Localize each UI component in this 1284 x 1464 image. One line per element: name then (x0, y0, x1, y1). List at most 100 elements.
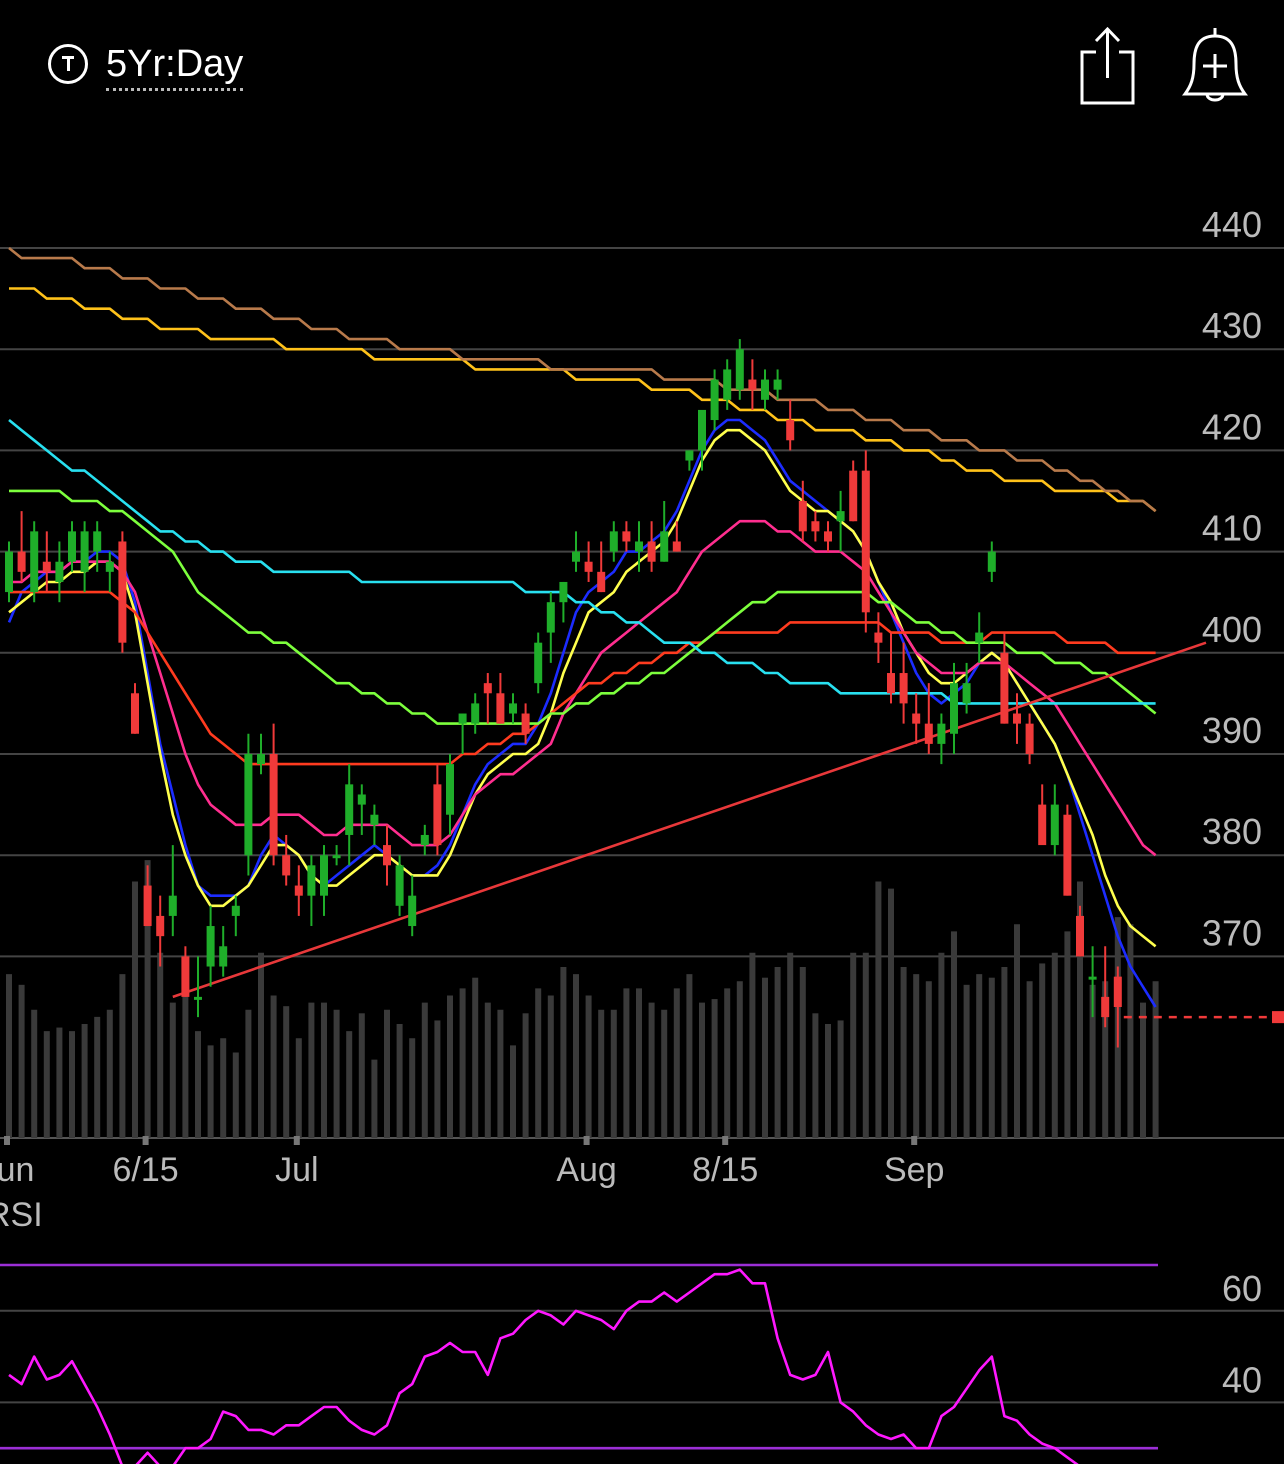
timeframe-icon[interactable] (48, 44, 88, 84)
candle-body (42, 561, 51, 572)
volume-bar (308, 1002, 315, 1138)
timeframe-selector[interactable]: 5Yr:Day (106, 42, 244, 91)
volume-bar (434, 1020, 441, 1138)
price-tick-label: 380 (1202, 811, 1262, 852)
volume-bar (346, 1031, 353, 1138)
candle-body (546, 602, 555, 633)
volume-bar (232, 1052, 239, 1138)
volume-bar (636, 988, 642, 1138)
candle-body (723, 369, 732, 400)
volume-bar (119, 974, 126, 1138)
candle-body (408, 895, 417, 927)
share-icon[interactable] (1076, 26, 1140, 108)
volume-bar (31, 1009, 38, 1138)
candle-body (975, 632, 984, 643)
candle-body (685, 450, 694, 461)
date-tick-label: Jul (275, 1151, 318, 1189)
volume-bar (56, 1027, 63, 1138)
candle-body (609, 531, 618, 552)
candle-body (950, 683, 958, 734)
volume-bar (1127, 924, 1134, 1138)
volume-bar (925, 981, 932, 1138)
volume-bar (938, 952, 945, 1138)
candle-body (521, 713, 530, 734)
price-tick-label: 400 (1202, 609, 1262, 650)
volume-bar (976, 974, 983, 1138)
candle-body (5, 551, 13, 593)
volume-bar (409, 1038, 416, 1138)
candle-body (294, 885, 303, 896)
volume-bar (875, 881, 882, 1138)
candle-body (458, 713, 467, 724)
candle-body (660, 531, 669, 562)
moving-average-line (9, 519, 1157, 857)
volume-bar (610, 1009, 617, 1138)
volume-bar (623, 988, 630, 1138)
date-tick (722, 1136, 729, 1145)
volume-bar (6, 974, 12, 1138)
volume-bar (724, 988, 731, 1138)
candle-body (836, 511, 845, 522)
volume-bar (510, 1045, 516, 1138)
rsi-line (8, 1268, 1079, 1464)
price-tick-label: 430 (1202, 305, 1262, 346)
volume-bar (1152, 981, 1159, 1138)
candle-body (1088, 976, 1097, 980)
volume-bar (447, 995, 453, 1138)
moving-average-line (8, 246, 1157, 513)
volume-bar (825, 1024, 831, 1138)
candle-body (622, 531, 631, 542)
candle-body (698, 409, 706, 451)
candle-body (55, 561, 64, 582)
volume-bar (245, 1009, 252, 1138)
volume-bar (258, 952, 264, 1138)
candle-body (496, 693, 505, 724)
volume-bar (195, 1031, 201, 1138)
candle-body (168, 895, 177, 916)
volume-bar (459, 988, 466, 1138)
volume-bar (1140, 1002, 1146, 1138)
price-chart[interactable]: 440 430 420 410 400 390 380 370 Jun 6/15 Jul Aug 8/… (0, 130, 1284, 1464)
candle-body (357, 794, 366, 805)
last-price-marker (1272, 1011, 1284, 1024)
date-tick (911, 1136, 918, 1145)
candle-body (320, 855, 328, 896)
volume-bar (711, 999, 718, 1138)
candle-body (811, 521, 820, 532)
candle-body (471, 703, 480, 724)
candle-body (748, 379, 757, 390)
candle-body (219, 946, 228, 967)
volume-bar (207, 1045, 214, 1138)
candle-body (307, 865, 316, 896)
candle-body (433, 784, 442, 846)
candle-body (849, 470, 858, 522)
volume-bar (1051, 952, 1058, 1138)
candle-body (181, 956, 190, 997)
volume-bar (648, 1002, 655, 1138)
date-tick-label: Sep (884, 1151, 945, 1189)
volume-bar (81, 1024, 88, 1138)
candle-body (761, 379, 769, 400)
date-tick (293, 1136, 300, 1145)
volume-bar (686, 974, 693, 1138)
volume-bar (421, 1002, 428, 1138)
candle-body (874, 632, 883, 643)
volume-bar (749, 952, 756, 1138)
volume-bar (94, 1016, 101, 1138)
volume-bar (396, 1024, 403, 1138)
moving-averages (7, 246, 1157, 1008)
volume-bar (472, 977, 479, 1138)
volume-bar (1102, 981, 1109, 1138)
add-alert-bell-icon[interactable] (1180, 26, 1250, 108)
candle-body (1038, 804, 1047, 846)
volume-bar (547, 995, 554, 1138)
candle-body (861, 470, 870, 613)
volume-bar (963, 984, 970, 1138)
candle-body (824, 531, 832, 542)
volume-bar (371, 1059, 378, 1138)
date-tick (4, 1136, 10, 1145)
volume-bar (1001, 967, 1008, 1138)
candle-body (332, 855, 341, 859)
volume-bar (762, 977, 768, 1138)
candle-body (269, 754, 278, 856)
